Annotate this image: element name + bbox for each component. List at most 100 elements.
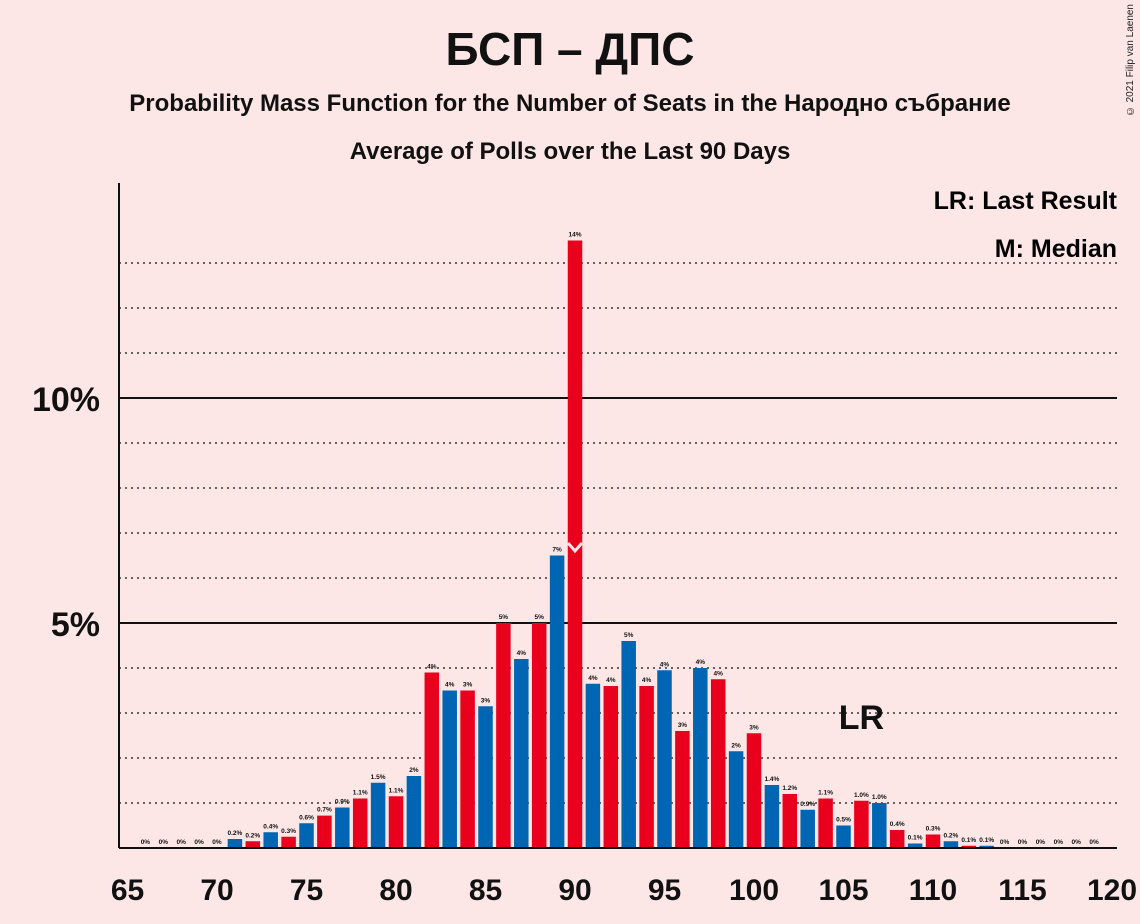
bar-label-seat-80: 1.1% (389, 787, 404, 794)
bar-label-seat-100: 3% (749, 724, 759, 731)
bar-seat-81 (406, 776, 422, 848)
bar-label-seat-88: 5% (534, 614, 544, 621)
legend-last-result: LR: Last Result (934, 187, 1118, 215)
bar-label-seat-109: 0.1% (908, 835, 923, 842)
bar-seat-101 (764, 785, 780, 848)
bar-seat-102 (782, 794, 798, 848)
bar-seat-110 (925, 834, 941, 848)
bar-seat-107 (872, 803, 887, 848)
bar-seat-71 (227, 839, 243, 848)
bar-label-seat-85: 3% (481, 697, 491, 704)
bar-seat-104 (818, 798, 833, 848)
bar-label-seat-69: 0% (194, 839, 204, 846)
bar-label-seat-83: 4% (445, 682, 455, 689)
x-tick-65: 65 (111, 874, 144, 907)
bars (227, 240, 994, 848)
bar-seat-96 (675, 731, 690, 848)
y-tick-10: 10% (32, 381, 100, 419)
bar-seat-75 (299, 823, 314, 848)
bar-label-seat-76: 0.7% (317, 807, 332, 814)
axes (118, 183, 1117, 849)
bar-seat-73 (263, 832, 278, 848)
bar-label-seat-66: 0% (141, 839, 151, 846)
bar-seat-108 (889, 830, 905, 848)
bar-label-seat-79: 1.5% (371, 774, 386, 781)
markers: LR (566, 542, 884, 737)
bar-label-seat-90: 14% (568, 232, 581, 239)
bar-label-seat-118: 0% (1071, 839, 1081, 846)
bar-label-seat-84: 3% (463, 682, 473, 689)
last-result-marker: LR (839, 699, 884, 737)
bar-label-seat-117: 0% (1054, 839, 1064, 846)
bar-seat-111 (943, 841, 959, 848)
x-tick-90: 90 (558, 874, 591, 907)
bar-label-seat-82: 4% (427, 664, 437, 671)
bar-seat-76 (317, 815, 332, 848)
chart-subtitle-2: Average of Polls over the Last 90 Days (349, 138, 791, 165)
bar-seat-95 (657, 670, 672, 848)
bar-seat-93 (621, 641, 636, 848)
bar-label-seat-110: 0.3% (926, 826, 941, 833)
bar-label-seat-93: 5% (624, 632, 634, 639)
x-tick-75: 75 (290, 874, 323, 907)
bar-seat-105 (836, 825, 851, 848)
chart-title: БСП – ДПС (445, 23, 695, 75)
bar-label-seat-78: 1.1% (353, 790, 368, 797)
bar-seat-103 (800, 809, 815, 848)
bar-label-seat-89: 7% (552, 547, 562, 554)
bar-seat-112 (961, 845, 977, 848)
bar-label-seat-114: 0% (1000, 839, 1010, 846)
bar-label-seat-112: 0.1% (961, 837, 976, 844)
bar-label-seat-105: 0.5% (836, 817, 851, 824)
bar-label-seat-73: 0.4% (263, 823, 278, 830)
bar-label-seat-113: 0.1% (979, 837, 994, 844)
bar-seat-82 (424, 672, 440, 848)
x-tick-110: 110 (909, 874, 957, 907)
bar-seat-72 (245, 841, 261, 848)
x-tick-120: 120 (1087, 874, 1137, 907)
bar-label-seat-87: 4% (517, 650, 527, 657)
bar-label-seat-111: 0.2% (943, 832, 958, 839)
bar-label-seat-94: 4% (642, 677, 652, 684)
bar-seat-74 (281, 836, 296, 848)
bar-label-seat-96: 3% (678, 722, 688, 729)
bar-seat-94 (639, 686, 654, 848)
bar-seat-100 (746, 733, 762, 848)
bar-label-seat-101: 1.4% (764, 776, 779, 783)
median-marker (566, 542, 584, 554)
bar-label-seat-108: 0.4% (890, 821, 905, 828)
bar-labels: 0% 0% 0% 0% 0%0.2% 0.2%0.4%0.3%0.6%0.7%0.9%1.… (141, 232, 1099, 847)
bar-seat-83 (442, 690, 457, 848)
bar-seat-86 (496, 623, 511, 848)
bar-seat-113 (979, 845, 994, 848)
bar-seat-87 (514, 659, 529, 848)
bar-seat-88 (531, 623, 547, 848)
bar-label-seat-74: 0.3% (281, 828, 296, 835)
bar-label-seat-104: 1.1% (818, 790, 833, 797)
bar-seat-106 (854, 800, 869, 848)
x-tick-70: 70 (200, 874, 233, 907)
x-tick-95: 95 (648, 874, 681, 907)
bar-label-seat-107: 1.0% (872, 794, 887, 801)
bar-seat-92 (603, 686, 619, 848)
x-tick-105: 105 (818, 874, 868, 907)
bar-label-seat-115: 0% (1018, 839, 1028, 846)
chart-subtitle: Probability Mass Function for the Number… (129, 90, 1011, 117)
bar-label-seat-77: 0.9% (335, 799, 350, 806)
tick-labels: 65 70 75 80 85 90 95 100 105 110 115 120 5% 10% (32, 381, 1137, 907)
bar-label-seat-72: 0.2% (245, 832, 260, 839)
bar-label-seat-116: 0% (1036, 839, 1046, 846)
bar-label-seat-106: 1.0% (854, 792, 869, 799)
bar-label-seat-92: 4% (606, 677, 616, 684)
bar-label-seat-103: 0.9% (800, 801, 815, 808)
bar-label-seat-81: 2% (409, 767, 419, 774)
bar-seat-77 (335, 807, 350, 848)
bar-seat-90 (567, 240, 583, 848)
bar-seat-78 (352, 798, 368, 848)
x-tick-100: 100 (729, 874, 779, 907)
bar-label-seat-70: 0% (212, 839, 222, 846)
bar-label-seat-97: 4% (696, 659, 706, 666)
bar-seat-89 (549, 555, 565, 848)
x-tick-80: 80 (379, 874, 412, 907)
